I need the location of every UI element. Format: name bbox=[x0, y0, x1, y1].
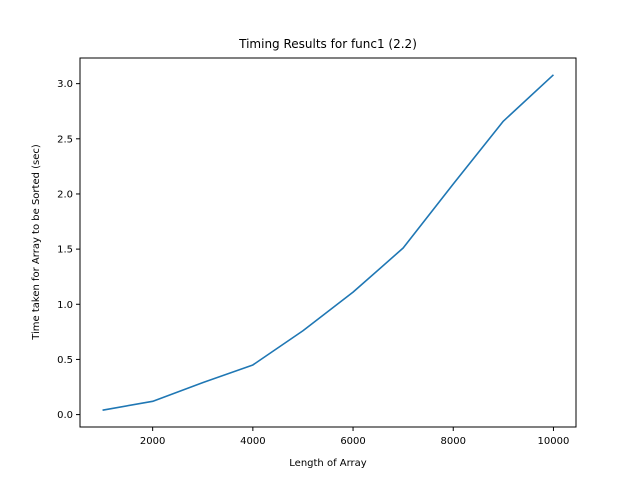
x-axis: 2000 4000 6000 8000 10000 bbox=[140, 427, 569, 447]
x-tick-label: 6000 bbox=[340, 436, 365, 447]
y-tick-label: 0.5 bbox=[57, 355, 73, 366]
x-tick-label: 4000 bbox=[240, 436, 265, 447]
y-tick-label: 3.0 bbox=[57, 79, 73, 90]
x-axis-label: Length of Array bbox=[289, 458, 367, 469]
x-tick-label: 8000 bbox=[441, 436, 466, 447]
x-tick-label: 2000 bbox=[140, 436, 165, 447]
series-layer bbox=[102, 74, 554, 411]
y-tick-label: 2.0 bbox=[57, 189, 73, 200]
y-tick-label: 0.0 bbox=[57, 410, 73, 421]
y-tick-label: 2.5 bbox=[57, 134, 73, 145]
axes-frame bbox=[79, 57, 577, 428]
y-axis-label: Time taken for Array to be Sorted (sec) bbox=[31, 144, 42, 341]
y-tick-label: 1.5 bbox=[57, 245, 73, 256]
x-tick-label: 10000 bbox=[538, 436, 570, 447]
chart-title: Timing Results for func1 (2.2) bbox=[238, 37, 417, 51]
y-axis: 0.0 0.5 1.0 1.5 2.0 2.5 3.0 bbox=[57, 79, 80, 421]
y-tick-label: 1.0 bbox=[57, 300, 73, 311]
series-line-0 bbox=[102, 74, 554, 411]
